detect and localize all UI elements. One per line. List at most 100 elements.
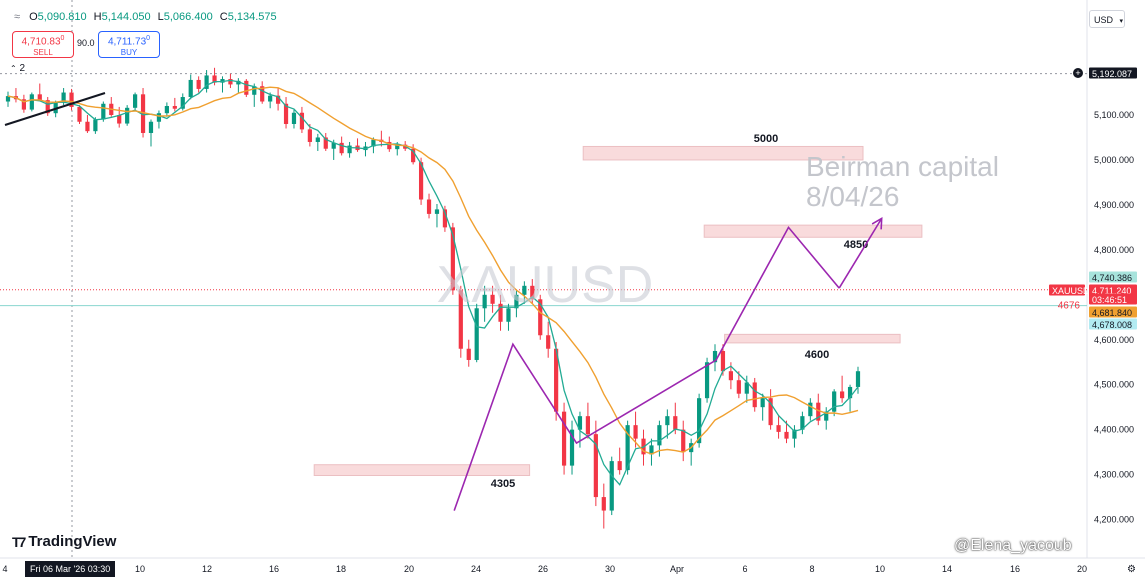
ohlc-high-value: 5,144.050	[101, 11, 151, 23]
candle-body	[283, 103, 289, 124]
x-tick-label: 20	[1077, 564, 1087, 574]
candle-body	[561, 411, 567, 466]
author-watermark: @Elena_yacoub	[954, 537, 1072, 555]
candle-body	[450, 227, 455, 291]
candle-body	[426, 199, 432, 214]
price-tag-bg	[1089, 284, 1137, 296]
candle-body	[665, 416, 670, 426]
candle-body	[697, 398, 702, 444]
candle-body	[5, 96, 11, 102]
candle-body	[832, 391, 837, 412]
y-tick-label: 5,000.000	[1094, 155, 1134, 165]
candle-body	[522, 285, 527, 295]
ohlc-close-label: C	[219, 11, 228, 23]
sell-button[interactable]: 4,710.830 SELL	[12, 31, 74, 58]
candle-body	[482, 294, 487, 309]
candle-body	[387, 141, 392, 150]
candle-body	[585, 416, 591, 435]
candle-body	[847, 386, 853, 399]
pattern-layer	[4, 92, 883, 511]
x-tick-label: 14	[942, 564, 952, 574]
x-tick-label: 26	[538, 564, 548, 574]
candle-body	[77, 106, 82, 122]
candle-body	[617, 461, 622, 471]
y-tick-label: 4,900.000	[1094, 200, 1134, 210]
candle-body	[347, 145, 352, 154]
y-tick-label: 4,200.000	[1094, 515, 1134, 525]
candle-body	[418, 162, 424, 200]
candle-body	[299, 112, 305, 130]
candle-body	[681, 429, 686, 453]
candle-body	[395, 144, 400, 150]
candle-body	[220, 79, 225, 83]
currency-selector[interactable]: USD ▾	[1089, 10, 1125, 28]
ohlc-close-value: 5,134.575	[227, 11, 277, 23]
candle-body	[577, 416, 583, 430]
ohlc-high-label: H	[93, 11, 102, 23]
ohlc-low-label: L	[157, 11, 164, 23]
x-tick-label: Apr	[670, 564, 684, 574]
candle-body	[315, 137, 320, 142]
candle-body	[506, 308, 511, 322]
price-tag-bg	[1089, 271, 1137, 283]
candle-body	[85, 121, 90, 132]
candles-layer	[5, 67, 861, 529]
candle-body	[148, 121, 154, 133]
ohlc-open-label: O	[29, 11, 38, 23]
zone-label-5000: 5000	[754, 133, 778, 145]
candle-body	[569, 429, 575, 466]
candle-body	[744, 382, 749, 394]
candle-body	[498, 303, 503, 322]
candle-body	[307, 129, 312, 142]
currency-label: USD	[1094, 15, 1114, 25]
sell-label: SELL	[33, 48, 53, 58]
candle-body	[244, 80, 249, 95]
candle-body	[784, 431, 789, 439]
candle-body	[800, 416, 805, 430]
candle-body	[133, 94, 138, 108]
chevron-down-icon: ⌃	[10, 64, 17, 73]
y-tick-label: 4,500.000	[1094, 380, 1134, 390]
price-tag-bg	[1089, 318, 1137, 330]
chevron-down-icon: ▾	[1119, 18, 1124, 25]
y-tick-label: 4,800.000	[1094, 245, 1134, 255]
candle-body	[125, 107, 130, 124]
buy-button[interactable]: 4,711.730 BUY	[98, 31, 160, 58]
candle-body	[371, 139, 376, 147]
tradingview-logo: T7 TradingView	[12, 533, 116, 550]
x-tick-label: 6	[742, 564, 747, 574]
indicator-toggle[interactable]: ⌃ 2	[10, 63, 25, 74]
candle-body	[474, 308, 479, 360]
candle-body	[776, 425, 781, 432]
candle-body	[466, 348, 471, 360]
zones-layer: 5000 4850 4600 4305	[313, 133, 923, 490]
candle-body	[490, 294, 495, 304]
candle-body	[736, 380, 741, 394]
candle-body	[260, 86, 265, 102]
candle-body	[204, 75, 209, 89]
price-tag-label: 4,711.240	[1092, 286, 1131, 296]
x-tick-label: 16	[1010, 564, 1020, 574]
candle-body	[538, 299, 543, 336]
price-tag-label: 4,678.008	[1092, 320, 1132, 330]
author-handle: @Elena_yacoub	[954, 537, 1072, 554]
pattern-path	[453, 225, 840, 511]
candle-body	[117, 115, 122, 124]
horizontal-lines-layer: 4676	[0, 0, 1087, 558]
slow-moving-average-line	[7, 86, 859, 455]
price-tag-bg	[1089, 67, 1137, 79]
candle-body	[180, 97, 185, 109]
candle-body	[434, 209, 440, 214]
candle-body	[728, 371, 733, 381]
zone-label-4850: 4850	[844, 239, 868, 251]
zone-4305	[313, 464, 531, 476]
candle-body	[29, 94, 34, 110]
ohlc-low-value: 5,066.400	[163, 11, 213, 23]
symbol-watermark: XAUUSD	[437, 256, 654, 314]
x-tick-label: 20	[404, 564, 414, 574]
buy-price: 4,711.73	[107, 36, 147, 48]
menu-icon[interactable]: ≈	[14, 11, 21, 23]
buy-label: BUY	[120, 48, 138, 58]
candle-body	[808, 402, 813, 417]
